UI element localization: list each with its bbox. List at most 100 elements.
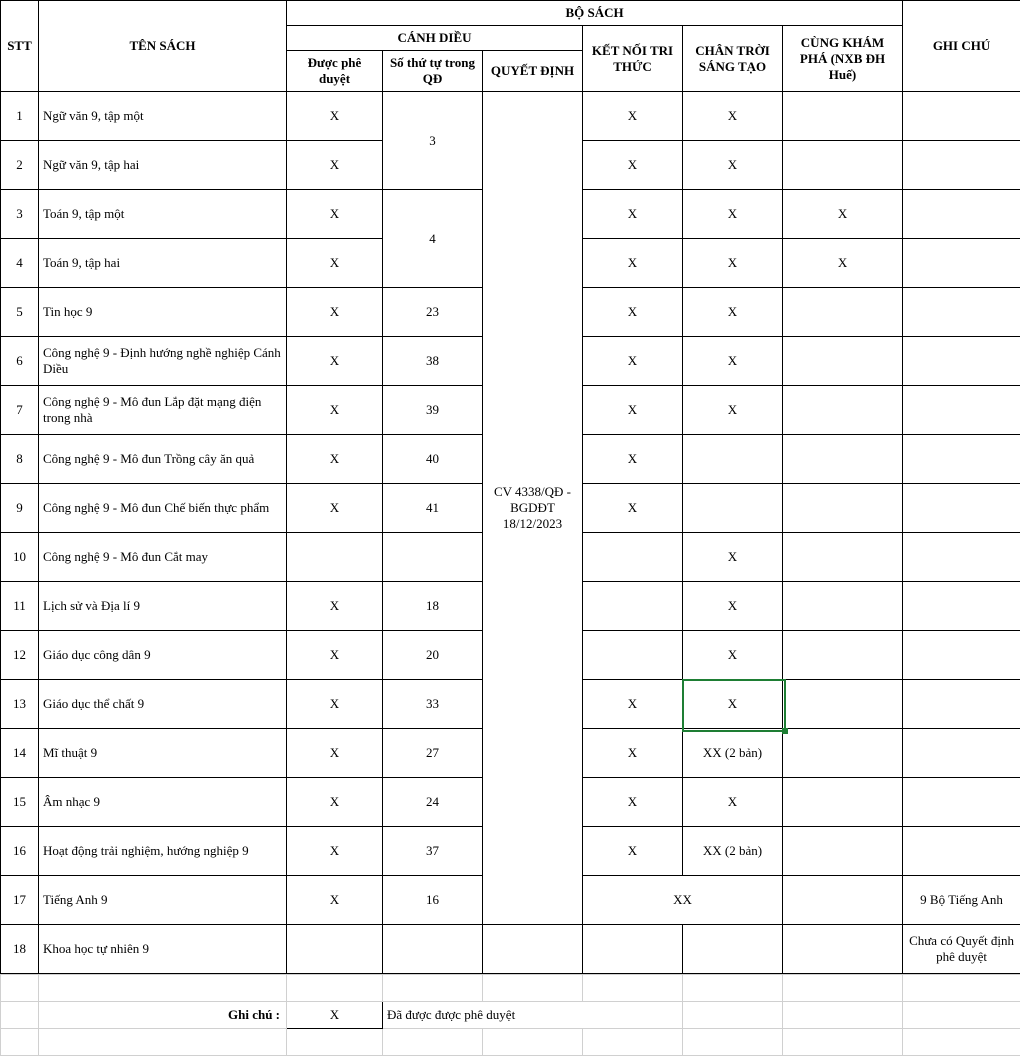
table-cell[interactable]: XX <box>583 876 783 925</box>
table-cell[interactable]: X <box>287 239 383 288</box>
table-cell[interactable] <box>783 141 903 190</box>
table-cell[interactable] <box>783 337 903 386</box>
table-cell[interactable]: X <box>683 386 783 435</box>
table-cell[interactable]: X <box>287 288 383 337</box>
table-cell[interactable] <box>383 533 483 582</box>
table-cell[interactable]: 4 <box>383 190 483 288</box>
table-cell[interactable]: 18 <box>1 925 39 974</box>
table-cell[interactable]: 17 <box>1 876 39 925</box>
table-cell[interactable]: X <box>583 680 683 729</box>
table-cell[interactable]: Hoạt động trải nghiệm, hướng nghiệp 9 <box>39 827 287 876</box>
table-cell[interactable] <box>903 435 1020 484</box>
table-cell[interactable]: 39 <box>383 386 483 435</box>
table-cell[interactable]: 38 <box>383 337 483 386</box>
table-cell[interactable]: X <box>783 190 903 239</box>
table-cell[interactable]: X <box>683 288 783 337</box>
table-cell[interactable]: X <box>683 533 783 582</box>
table-cell[interactable]: 10 <box>1 533 39 582</box>
table-cell[interactable]: 4 <box>1 239 39 288</box>
table-cell[interactable]: 37 <box>383 827 483 876</box>
table-cell[interactable] <box>783 729 903 778</box>
table-cell[interactable]: Giáo dục công dân 9 <box>39 631 287 680</box>
table-cell[interactable] <box>903 729 1020 778</box>
table-cell[interactable]: X <box>583 239 683 288</box>
table-cell[interactable]: X <box>583 435 683 484</box>
table-cell[interactable] <box>287 925 383 974</box>
table-cell[interactable]: 3 <box>383 92 483 190</box>
table-cell[interactable]: 11 <box>1 582 39 631</box>
table-cell[interactable]: 9 <box>1 484 39 533</box>
table-cell[interactable]: 5 <box>1 288 39 337</box>
table-cell[interactable]: 27 <box>383 729 483 778</box>
table-cell[interactable]: X <box>287 827 383 876</box>
table-cell[interactable]: X <box>287 631 383 680</box>
table-cell[interactable]: Công nghệ 9 - Mô đun Chế biến thực phẩm <box>39 484 287 533</box>
table-cell[interactable] <box>483 925 583 974</box>
table-cell[interactable]: 9 Bộ Tiếng Anh <box>903 876 1020 925</box>
table-cell[interactable]: Toán 9, tập hai <box>39 239 287 288</box>
table-cell[interactable] <box>903 827 1020 876</box>
table-cell[interactable]: X <box>583 337 683 386</box>
table-cell[interactable] <box>783 876 903 925</box>
table-cell[interactable]: 15 <box>1 778 39 827</box>
table-cell[interactable]: Âm nhạc 9 <box>39 778 287 827</box>
table-cell[interactable]: X <box>683 190 783 239</box>
table-cell[interactable]: Công nghệ 9 - Mô đun Lắp đặt mạng điện t… <box>39 386 287 435</box>
table-cell[interactable]: Chưa có Quyết định phê duyệt <box>903 925 1020 974</box>
table-cell[interactable] <box>783 827 903 876</box>
table-cell[interactable]: 1 <box>1 92 39 141</box>
table-cell[interactable]: X <box>287 435 383 484</box>
table-cell[interactable]: XX (2 bản) <box>683 729 783 778</box>
table-cell[interactable] <box>903 484 1020 533</box>
table-cell[interactable] <box>903 631 1020 680</box>
table-cell[interactable] <box>903 190 1020 239</box>
table-cell[interactable]: Ngữ văn 9, tập hai <box>39 141 287 190</box>
table-cell[interactable]: Ngữ văn 9, tập một <box>39 92 287 141</box>
table-cell[interactable] <box>903 141 1020 190</box>
table-cell[interactable]: 33 <box>383 680 483 729</box>
table-cell[interactable]: Lịch sử và Địa lí 9 <box>39 582 287 631</box>
table-cell[interactable]: X <box>287 337 383 386</box>
table-cell[interactable] <box>583 582 683 631</box>
table-cell[interactable]: XX (2 bản) <box>683 827 783 876</box>
table-cell[interactable]: X <box>287 876 383 925</box>
table-cell[interactable] <box>903 680 1020 729</box>
table-cell[interactable]: Mĩ thuật 9 <box>39 729 287 778</box>
table-cell[interactable]: 7 <box>1 386 39 435</box>
table-cell[interactable] <box>903 92 1020 141</box>
table-cell[interactable] <box>783 925 903 974</box>
table-cell[interactable]: 14 <box>1 729 39 778</box>
table-cell[interactable]: X <box>683 680 783 729</box>
table-cell[interactable] <box>783 631 903 680</box>
table-cell[interactable]: 8 <box>1 435 39 484</box>
table-cell[interactable]: X <box>683 141 783 190</box>
table-cell[interactable]: 41 <box>383 484 483 533</box>
table-cell[interactable] <box>783 288 903 337</box>
table-cell[interactable] <box>903 582 1020 631</box>
table-cell[interactable]: X <box>287 778 383 827</box>
table-cell[interactable]: X <box>583 141 683 190</box>
table-cell[interactable]: X <box>683 631 783 680</box>
table-cell[interactable]: X <box>583 386 683 435</box>
table-cell[interactable]: X <box>287 729 383 778</box>
table-cell[interactable]: Công nghệ 9 - Mô đun Trồng cây ăn quả <box>39 435 287 484</box>
table-cell[interactable]: X <box>287 582 383 631</box>
table-cell[interactable]: X <box>683 92 783 141</box>
table-cell[interactable]: 16 <box>1 827 39 876</box>
table-cell[interactable] <box>783 386 903 435</box>
table-cell[interactable]: X <box>683 239 783 288</box>
table-cell[interactable]: X <box>583 827 683 876</box>
table-cell[interactable]: 6 <box>1 337 39 386</box>
table-cell[interactable]: X <box>583 778 683 827</box>
table-cell[interactable] <box>903 337 1020 386</box>
table-cell[interactable] <box>783 484 903 533</box>
table-cell[interactable] <box>903 288 1020 337</box>
table-cell[interactable]: X <box>287 190 383 239</box>
table-cell[interactable] <box>783 680 903 729</box>
table-cell[interactable]: X <box>583 729 683 778</box>
table-cell[interactable]: X <box>683 337 783 386</box>
table-cell[interactable]: X <box>287 141 383 190</box>
table-cell[interactable]: Công nghệ 9 - Mô đun Cắt may <box>39 533 287 582</box>
table-cell[interactable]: X <box>287 386 383 435</box>
table-cell[interactable] <box>903 239 1020 288</box>
